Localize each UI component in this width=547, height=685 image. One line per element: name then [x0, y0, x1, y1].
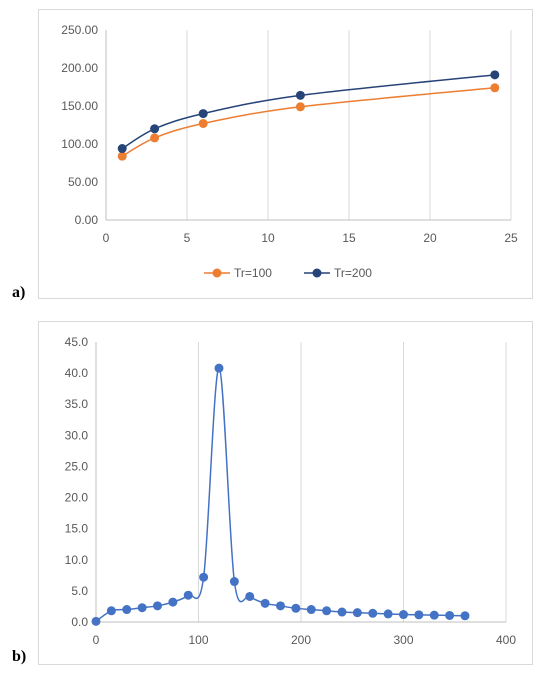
x-tick-label: 25 [504, 231, 518, 245]
y-tick-label: 0.00 [75, 213, 99, 227]
y-tick-label: 20.0 [65, 491, 89, 505]
data-point [150, 124, 160, 134]
data-point [399, 610, 408, 620]
legend-label: Tr=200 [334, 266, 372, 280]
chart-a: 0 5 10 15 20 25 0.00 50.00 100.00 150.00 200.00 250… [38, 9, 533, 299]
x-tick-label: 5 [184, 231, 191, 245]
y-tick-label: 50.00 [68, 175, 98, 189]
chart-a-plot: 0 5 10 15 20 250.0050.00100.00150.00200.00250… [61, 23, 518, 280]
data-point [414, 610, 424, 620]
data-point [153, 601, 162, 611]
y-tick-label: 150.00 [61, 99, 98, 113]
y-tick-label: 30.0 [65, 428, 89, 442]
data-point [117, 151, 127, 161]
x-tick-label: 200 [291, 633, 311, 647]
x-tick-label: 0 [103, 231, 110, 245]
data-point [117, 144, 127, 154]
y-tick-label: 45.0 [65, 335, 89, 349]
data-point [245, 591, 255, 601]
data-point [91, 616, 101, 626]
x-tick-label: 20 [423, 231, 437, 245]
data-point [445, 610, 455, 620]
data-point [337, 607, 347, 617]
data-point [276, 601, 285, 611]
x-tick-label: 400 [496, 633, 516, 647]
series-line [95, 367, 466, 622]
x-tick-label: 15 [342, 231, 356, 245]
data-point [260, 598, 270, 608]
series-line [121, 87, 495, 157]
data-point [368, 608, 378, 618]
data-point [490, 83, 500, 93]
x-tick-label: 10 [261, 231, 275, 245]
x-tick-label: 100 [188, 633, 208, 647]
data-point [106, 606, 116, 616]
data-point [295, 102, 305, 112]
y-tick-label: 200.00 [61, 61, 98, 75]
y-tick-label: 0.0 [71, 615, 88, 629]
data-point [168, 597, 178, 607]
y-tick-label: 250.00 [61, 23, 98, 37]
data-point [352, 608, 362, 618]
y-tick-label: 35.0 [65, 397, 89, 411]
data-point [322, 606, 332, 616]
data-point [229, 577, 239, 587]
data-point [291, 603, 301, 613]
x-tick-label: 300 [393, 633, 413, 647]
data-point [150, 133, 160, 143]
x-tick-label: 0 [93, 633, 100, 647]
data-point [383, 609, 393, 619]
data-point [199, 572, 209, 582]
panel-label-b: b) [12, 648, 27, 665]
data-point [122, 605, 132, 615]
data-point [214, 363, 224, 373]
data-point [198, 118, 208, 128]
y-tick-label: 25.0 [65, 459, 89, 473]
legend-marker [312, 268, 322, 278]
data-point [295, 90, 305, 100]
panel-label-a: a) [12, 284, 26, 301]
legend-marker [212, 268, 222, 278]
data-point [490, 70, 500, 80]
y-tick-label: 5.0 [71, 584, 88, 598]
data-point [198, 109, 208, 119]
data-point [306, 605, 316, 615]
data-point [460, 611, 470, 621]
chart-b: 0 100 200 300 400 0.0 5.0 10.0 15.0 20.0 25.0 30.0 3… [38, 321, 533, 665]
data-point [429, 610, 439, 620]
legend-label: Tr=100 [234, 266, 272, 280]
data-point [183, 590, 193, 600]
y-tick-label: 40.0 [65, 366, 89, 380]
data-point [137, 603, 147, 613]
y-tick-label: 15.0 [65, 522, 89, 536]
chart-b-plot: 0 100 200 300 400 0.0 5.0 10.0 15.0 20.0 25.0 30.0 3… [65, 335, 517, 647]
y-tick-label: 10.0 [65, 553, 89, 567]
series-line [121, 74, 495, 150]
y-tick-label: 100.00 [61, 137, 98, 151]
